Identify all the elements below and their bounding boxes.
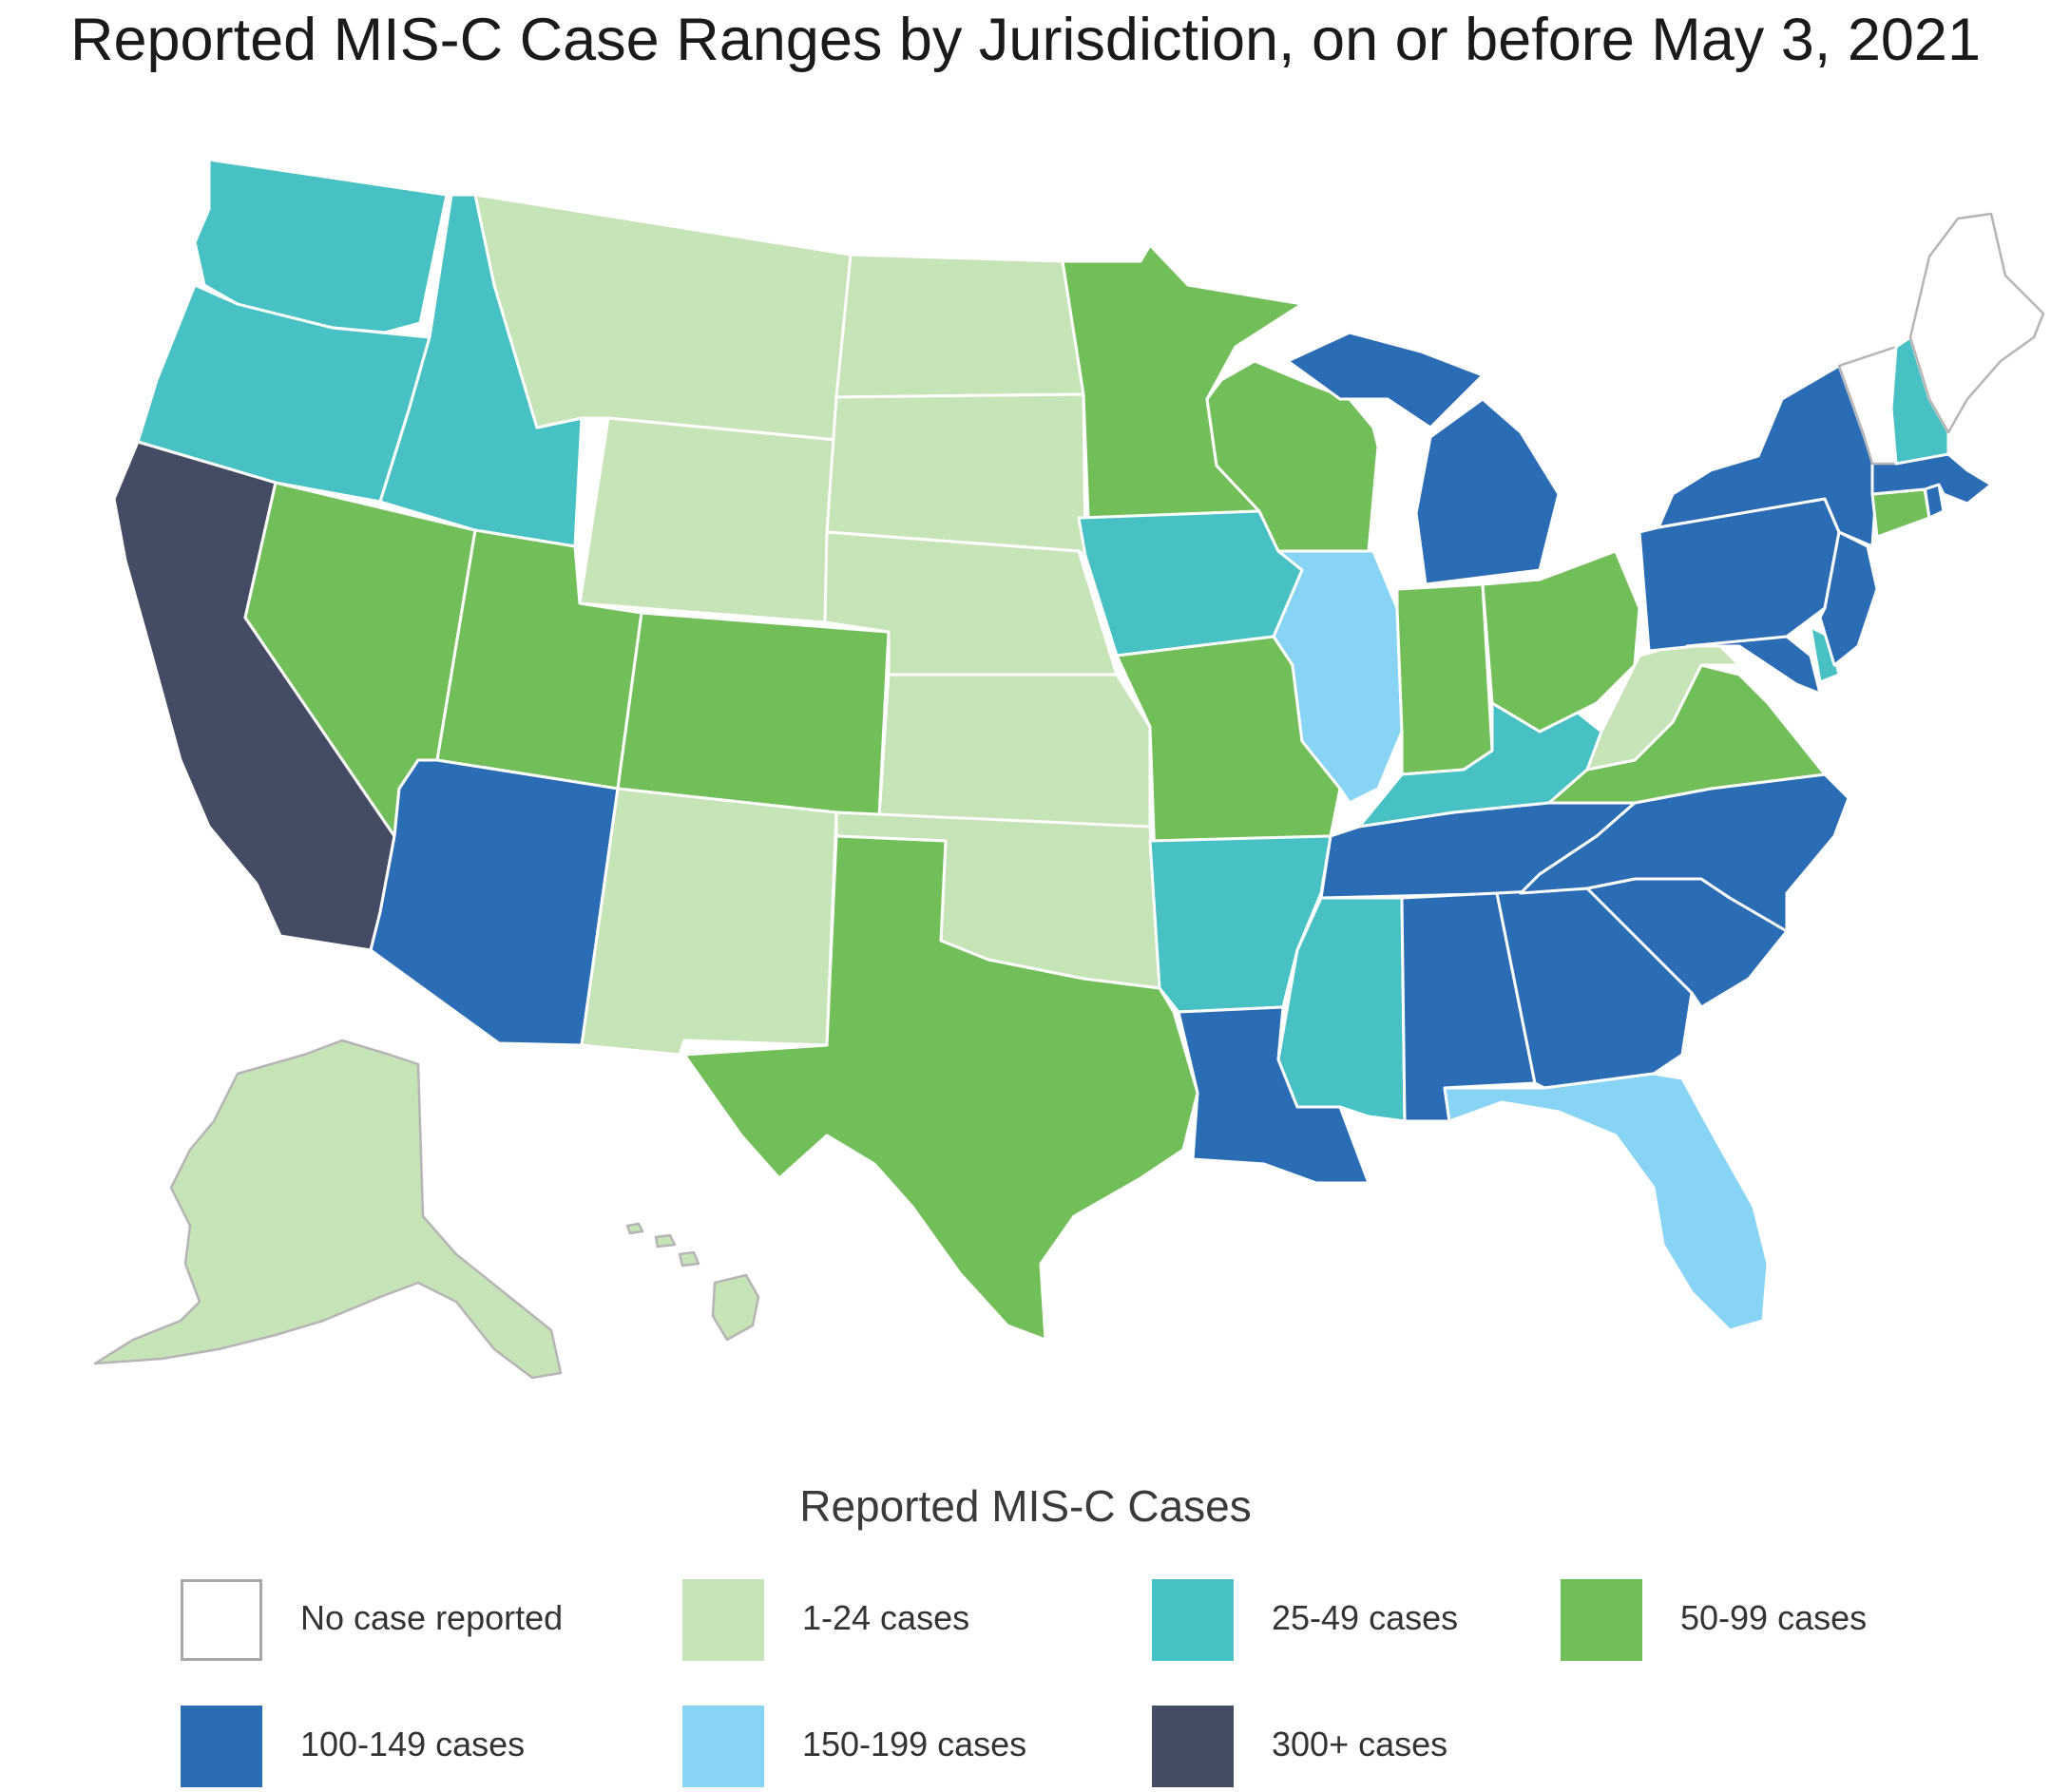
state-CO[interactable] bbox=[616, 611, 891, 819]
legend-label: 100-149 cases bbox=[300, 1725, 526, 1763]
state-WV[interactable] bbox=[1585, 635, 1741, 772]
state-NM[interactable] bbox=[580, 787, 838, 1057]
state-DE[interactable] bbox=[1809, 625, 1841, 684]
state-MT[interactable] bbox=[473, 193, 853, 442]
legend-item-300-plus: 300+ cases bbox=[1152, 1706, 1532, 1791]
legend-swatch bbox=[682, 1579, 764, 1661]
state-FL[interactable] bbox=[1443, 1072, 1770, 1332]
legend-label: 50-99 cases bbox=[1680, 1598, 1868, 1637]
legend-label: 150-199 cases bbox=[802, 1725, 1027, 1763]
state-MI[interactable] bbox=[1286, 331, 1561, 586]
state-WI[interactable] bbox=[1205, 359, 1380, 553]
state-KS[interactable] bbox=[877, 673, 1152, 829]
page-title: Reported MIS-C Case Ranges by Jurisdicti… bbox=[69, 7, 1981, 73]
legend-item-25-49: 25-49 cases bbox=[1152, 1579, 1532, 1665]
legend-swatch bbox=[1152, 1579, 1234, 1661]
us-map bbox=[0, 114, 2051, 1425]
state-TX[interactable] bbox=[682, 834, 1199, 1342]
legend-item-100-149: 100-149 cases bbox=[181, 1706, 656, 1791]
legend-title: Reported MIS-C Cases bbox=[799, 1481, 1252, 1531]
legend-item-50-99: 50-99 cases bbox=[1561, 1579, 1941, 1665]
state-AK[interactable] bbox=[93, 1039, 563, 1380]
state-IL[interactable] bbox=[1272, 549, 1404, 805]
state-MD[interactable] bbox=[1685, 635, 1822, 696]
state-SD[interactable] bbox=[825, 392, 1087, 558]
legend-swatch bbox=[682, 1706, 764, 1787]
legend-label: No case reported bbox=[300, 1598, 564, 1637]
legend-swatch bbox=[181, 1706, 262, 1787]
state-NJ[interactable] bbox=[1818, 530, 1879, 667]
state-WY[interactable] bbox=[578, 416, 838, 624]
state-CT[interactable] bbox=[1870, 487, 1931, 539]
state-HI[interactable] bbox=[625, 1222, 760, 1342]
state-ME[interactable] bbox=[1908, 212, 2045, 434]
legend-item-150-199: 150-199 cases bbox=[682, 1706, 1063, 1791]
state-MN[interactable] bbox=[1061, 243, 1304, 520]
legend-swatch bbox=[1152, 1706, 1234, 1787]
state-AZ[interactable] bbox=[369, 758, 620, 1047]
legend-item-1-24: 1-24 cases bbox=[682, 1579, 1063, 1665]
state-IN[interactable] bbox=[1395, 582, 1494, 776]
state-NC[interactable] bbox=[1519, 772, 1850, 933]
legend-label: 25-49 cases bbox=[1272, 1598, 1459, 1637]
legend-label: 300+ cases bbox=[1272, 1725, 1448, 1763]
legend-swatch bbox=[181, 1579, 262, 1661]
legend-label: 1-24 cases bbox=[802, 1598, 970, 1637]
state-MA[interactable] bbox=[1870, 452, 1993, 505]
legend-swatch bbox=[1561, 1579, 1642, 1661]
legend-item-no-case: No case reported bbox=[181, 1579, 656, 1665]
state-ND[interactable] bbox=[834, 253, 1085, 399]
